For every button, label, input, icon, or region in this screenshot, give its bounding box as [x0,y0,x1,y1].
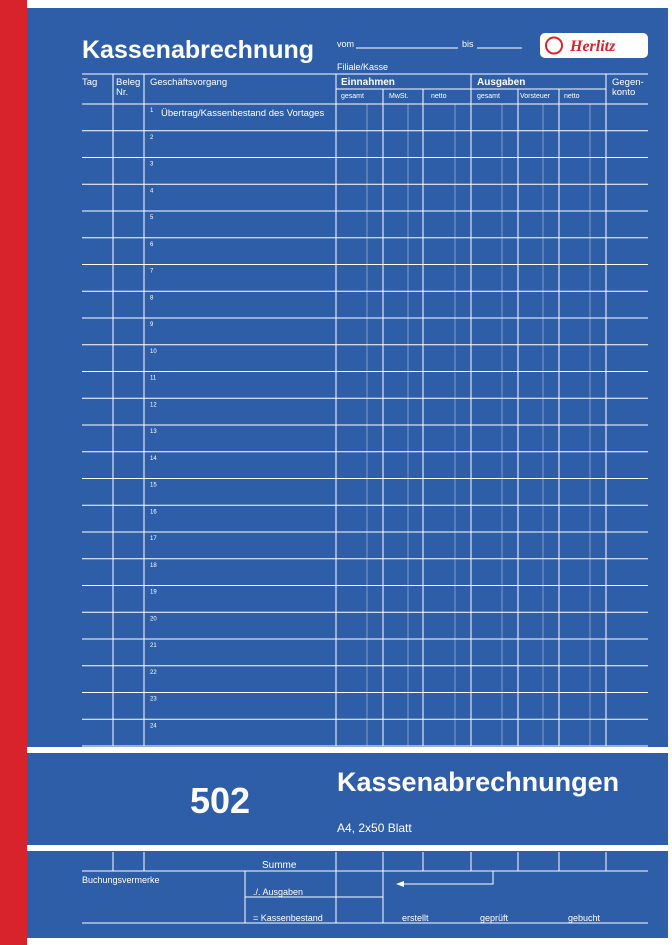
row-number: 19 [150,590,157,596]
band-line [27,845,668,851]
brand-icon [545,36,563,55]
sub-header: gesamt [477,93,500,100]
sub-header: MwSt. [389,93,409,100]
row-number: 22 [150,670,157,676]
col-header: Tag [82,77,97,88]
row-number: 3 [150,162,154,168]
brand: Herlitz [569,38,616,55]
row-number: 5 [150,215,154,221]
sub-header: gesamt [341,93,364,100]
row-number: 2 [150,135,154,141]
col-header: Ausgaben [477,77,525,88]
row-number: 7 [150,269,154,275]
title: Kassenabrechnung [82,36,314,64]
product-number: 502 [190,780,250,821]
binding-strip [0,0,27,945]
row-number: 16 [150,509,157,515]
row-number: 21 [150,643,157,649]
row-number: 20 [150,616,157,622]
row-number: 11 [150,376,157,382]
col-header: Einnahmen [341,77,395,88]
product-name: Kassenabrechnungen [337,767,619,797]
sum-label: Summe [262,860,297,871]
row-number: 18 [150,563,157,569]
balance: = Kassenbestand [253,913,323,923]
to-label: bis [462,39,474,49]
cover [27,8,668,938]
signature: gebucht [568,913,601,923]
col-header: Gegen- [612,77,644,88]
minus-expenses: ./. Ausgaben [253,887,303,897]
row-number: 8 [150,295,154,301]
brand-badge [540,33,648,58]
row-number: 14 [150,456,157,462]
signature: erstellt [402,913,429,923]
product-format: A4, 2x50 Blatt [337,821,412,835]
arrow-head [396,881,404,887]
band-line [27,747,668,753]
row-number: 17 [150,536,157,542]
row-number: 13 [150,429,157,435]
sub-header: netto [431,93,447,100]
col-header: Geschäftsvorgang [150,77,227,88]
branch-label: Filiale/Kasse [337,62,388,72]
col-header: Nr. [116,87,128,98]
booking-notes: Buchungsvermerke [82,875,160,885]
sub-header: netto [564,93,580,100]
row-number: 12 [150,402,157,408]
row-number: 9 [150,322,154,328]
row-text: Übertrag/Kassenbestand des Vortages [161,108,324,119]
from-label: vom [337,39,354,49]
row-number: 24 [150,723,157,729]
arrow [400,871,494,885]
row-number: 1 [150,108,154,114]
col-header: konto [612,87,635,98]
row-number: 4 [150,188,154,194]
col-header: Beleg [116,77,140,88]
row-number: 23 [150,697,157,703]
row-number: 6 [150,242,154,248]
sub-header: Vorsteuer [520,93,551,100]
row-number: 10 [150,349,157,355]
row-number: 15 [150,483,157,489]
signature: geprüft [480,913,509,923]
